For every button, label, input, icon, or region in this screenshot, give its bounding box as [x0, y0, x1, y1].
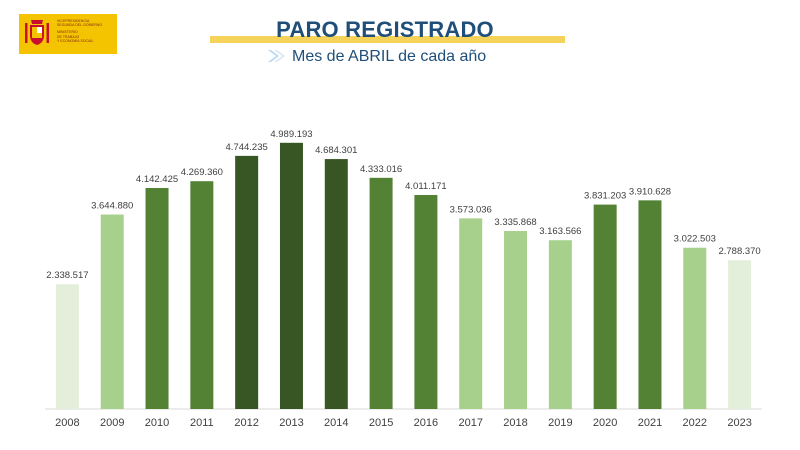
data-label-2008: 2.338.517 — [46, 270, 88, 281]
government-logo: VICEPRESIDENCIA SEGUNDA DEL GOBIERNO MIN… — [19, 14, 117, 54]
bar-2009 — [100, 214, 124, 409]
logo-line-1: VICEPRESIDENCIA — [57, 19, 90, 23]
chart-title: PARO REGISTRADO — [276, 17, 494, 42]
coat-of-arms-icon — [25, 20, 49, 45]
x-tick-label-2009: 2009 — [100, 417, 124, 429]
x-tick-label-2010: 2010 — [145, 417, 169, 429]
data-label-2012: 4.744.235 — [226, 142, 268, 153]
bar-2016 — [414, 194, 438, 409]
chevron-right-icon — [268, 50, 285, 62]
x-tick-label-2013: 2013 — [279, 417, 303, 429]
x-tick-label-2018: 2018 — [503, 417, 527, 429]
bar-2023 — [728, 260, 752, 409]
x-tick-label-2023: 2023 — [727, 417, 751, 429]
data-label-2014: 4.684.301 — [315, 145, 357, 156]
data-label-2019: 3.163.566 — [539, 226, 581, 237]
x-tick-label-2016: 2016 — [414, 417, 438, 429]
chart-subtitle: Mes de ABRIL de cada año — [292, 48, 487, 65]
logo-line-4: DE TRABAJO — [57, 34, 80, 39]
title-underline — [210, 36, 565, 43]
logo-line-3: MINISTERIO — [57, 30, 78, 35]
data-label-2023: 2.788.370 — [718, 246, 760, 257]
x-tick-label-2017: 2017 — [458, 417, 482, 429]
logo-line-5: Y ECONOMÍA SOCIAL — [57, 38, 94, 43]
data-label-2011: 4.269.360 — [181, 167, 223, 178]
bar-2010 — [145, 187, 169, 409]
x-tick-label-2014: 2014 — [324, 417, 348, 429]
data-label-2015: 4.333.016 — [360, 164, 402, 175]
x-tick-label-2022: 2022 — [683, 417, 707, 429]
bar-2021 — [638, 200, 662, 409]
x-tick-label-2019: 2019 — [548, 417, 572, 429]
data-label-2017: 3.573.036 — [450, 204, 492, 215]
bar-2017 — [459, 218, 483, 409]
bar-2015 — [369, 177, 393, 409]
data-label-2013: 4.989.193 — [270, 129, 312, 140]
x-tick-label-2020: 2020 — [593, 417, 617, 429]
data-label-2010: 4.142.425 — [136, 174, 178, 185]
bar-2008 — [55, 284, 79, 409]
data-label-2009: 3.644.880 — [91, 201, 133, 212]
data-label-2020: 3.831.203 — [584, 191, 626, 202]
x-tick-label-2008: 2008 — [55, 417, 79, 429]
bar-2019 — [548, 240, 572, 409]
data-label-2016: 4.011.171 — [405, 181, 447, 192]
bar-2022 — [683, 247, 707, 409]
data-label-2018: 3.335.868 — [494, 217, 536, 228]
x-tick-label-2012: 2012 — [234, 417, 258, 429]
bar-2013 — [279, 142, 303, 410]
x-tick-label-2015: 2015 — [369, 417, 393, 429]
bar-2014 — [324, 159, 348, 409]
x-tick-label-2011: 2011 — [190, 417, 214, 429]
x-tick-label-2021: 2021 — [638, 417, 662, 429]
bar-2012 — [235, 155, 259, 409]
logo-line-2: SEGUNDA DEL GOBIERNO — [57, 23, 103, 28]
bar-2018 — [504, 231, 528, 409]
bar-2020 — [593, 204, 617, 409]
bar-2011 — [190, 181, 214, 409]
data-label-2021: 3.910.628 — [629, 186, 671, 197]
data-label-2022: 3.022.503 — [674, 234, 716, 245]
